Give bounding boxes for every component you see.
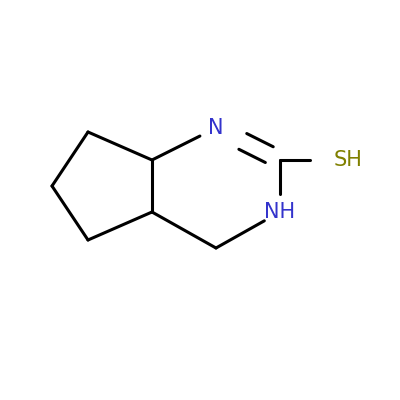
Text: SH: SH <box>334 150 363 170</box>
Text: N: N <box>208 118 224 138</box>
Text: NH: NH <box>264 202 296 222</box>
